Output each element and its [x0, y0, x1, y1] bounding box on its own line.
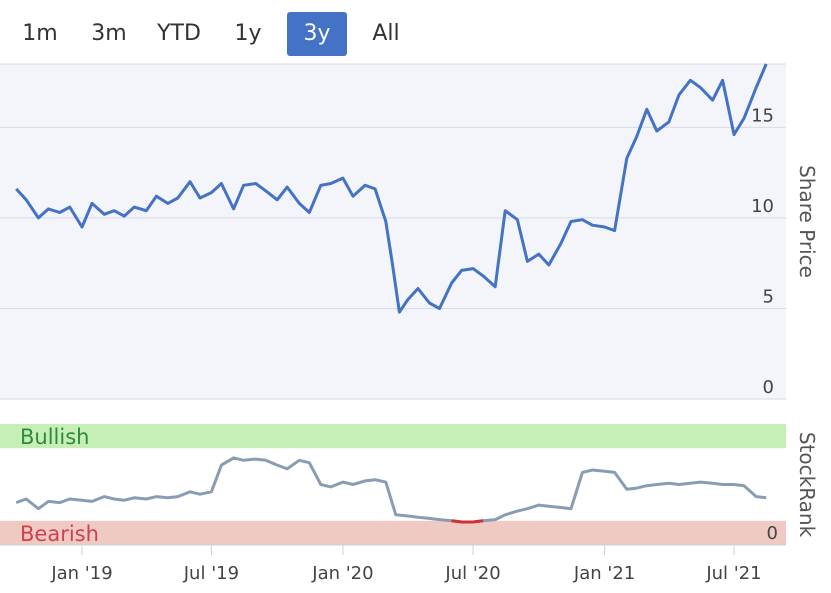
x-axis-tick-label: Jan '19 — [50, 563, 112, 584]
price-y-tick-label: 10 — [751, 196, 774, 217]
stockrank-axis-title: StockRank — [795, 432, 819, 538]
price-panel: 0 5 10 15 Share Price — [0, 63, 819, 400]
stockrank-line — [15, 456, 767, 524]
range-button-3y[interactable]: 3y — [287, 12, 347, 56]
x-axis-tick-label: Jul '21 — [705, 563, 761, 584]
bullish-band — [0, 424, 786, 449]
x-axis-tick-label: Jan '20 — [311, 563, 373, 584]
range-button-all[interactable]: All — [372, 21, 400, 46]
x-axis-tick-label: Jan '21 — [573, 563, 635, 584]
range-selector: 1m 3m YTD 1y 3y All — [0, 12, 500, 56]
x-axis: Jan '19 Jul '19 Jan '20 Jul '20 Jan '21 Jul '… — [0, 544, 786, 584]
price-plot-background — [0, 64, 786, 399]
price-y-tick-label: 15 — [751, 105, 774, 126]
range-button-ytd[interactable]: YTD — [157, 21, 201, 46]
x-axis-tick-label: Jul '19 — [183, 563, 239, 584]
bullish-band-label: Bullish — [20, 425, 89, 449]
x-axis-tick-label: Jul '20 — [444, 563, 500, 584]
stockrank-y-tick-label: 0 — [767, 523, 778, 544]
range-button-1m[interactable]: 1m — [22, 21, 58, 46]
price-y-tick-label: 5 — [763, 286, 774, 307]
bearish-band — [0, 520, 786, 545]
bearish-band-label: Bearish — [20, 522, 99, 546]
stockrank-panel: Bullish Bearish 0 StockRank — [0, 424, 819, 546]
range-button-3m[interactable]: 3m — [91, 21, 127, 46]
price-y-tick-label: 0 — [763, 377, 774, 398]
share-price-line — [15, 63, 768, 314]
stockrank-bearish-segment — [451, 519, 484, 524]
price-axis-title: Share Price — [795, 165, 819, 278]
range-button-1y[interactable]: 1y — [234, 21, 262, 46]
